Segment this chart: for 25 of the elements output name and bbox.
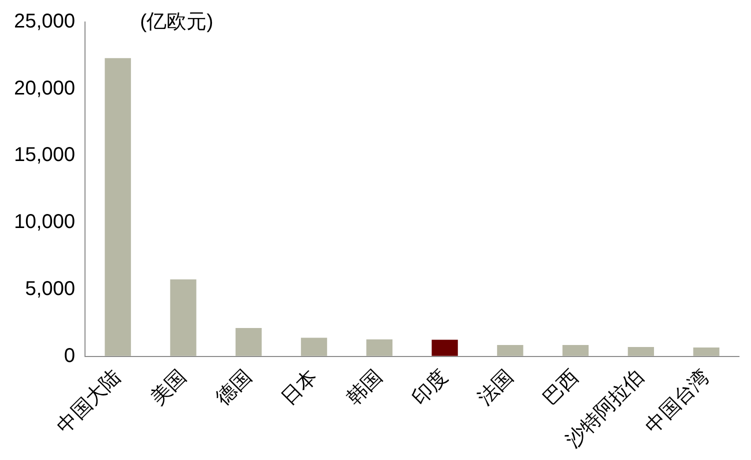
y-tick-label: 20,000 [14, 77, 76, 100]
y-tick-label: 0 [64, 344, 76, 367]
y-tick-label: 15,000 [14, 144, 76, 166]
y-tick-label: 5,000 [25, 278, 76, 300]
y-tick-label: 10,000 [14, 211, 76, 234]
y-tick-label: 25,000 [14, 10, 76, 33]
bar [366, 339, 392, 356]
bar [562, 344, 589, 356]
bar [497, 344, 524, 356]
bar [170, 279, 196, 356]
bar [104, 58, 131, 356]
x-tick-label: 巴西 [539, 366, 583, 410]
x-tick-label: 中国大陆 [53, 366, 126, 438]
x-tick-label: 韩国 [342, 366, 387, 410]
x-tick-label: 日本 [278, 366, 322, 410]
x-tick-label: 美国 [146, 364, 191, 410]
bar [693, 347, 720, 356]
bar [432, 340, 458, 356]
bar [236, 328, 262, 356]
y-axis-title: (亿欧元) [140, 10, 214, 35]
x-tick-label: 德国 [212, 366, 256, 410]
bar [300, 338, 328, 356]
bar [628, 346, 654, 356]
x-tick-label: 法国 [474, 366, 518, 410]
x-tick-label: 印度 [408, 366, 452, 410]
